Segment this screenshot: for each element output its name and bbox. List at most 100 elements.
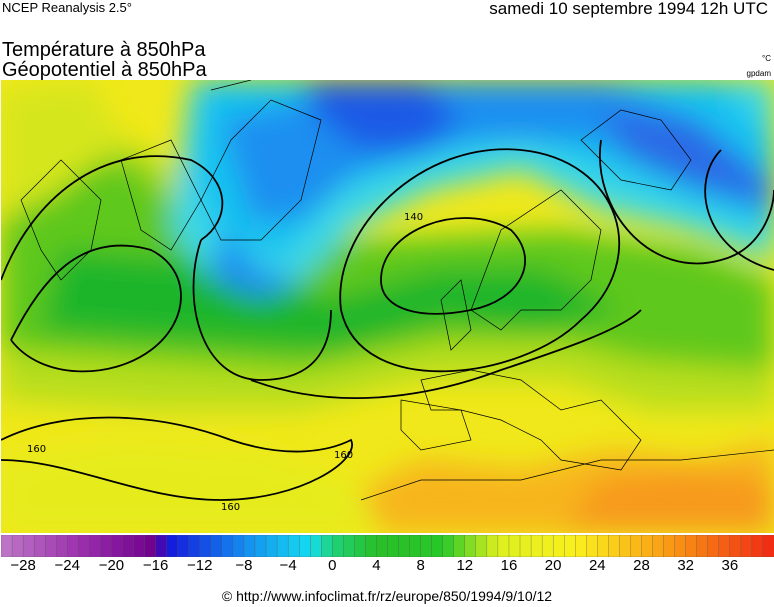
color-scale-tick-label: 12 <box>456 557 474 574</box>
color-scale-cell <box>663 535 676 557</box>
color-scale-cell <box>398 535 411 557</box>
color-scale-cell <box>199 535 212 557</box>
color-scale-cell <box>310 535 322 557</box>
color-scale-cell <box>67 535 79 557</box>
color-scale-cell <box>343 535 355 557</box>
color-scale-ticks: −28 −24 −20 −16 −12 −8 −4 0 4 8 12 16 20 24 28 32 36 <box>0 557 774 577</box>
color-scale-cell <box>431 535 444 557</box>
color-scale-cell <box>508 535 521 557</box>
color-scale-cell <box>56 535 68 557</box>
color-scale-cell <box>177 535 190 557</box>
color-scale-cell <box>33 535 46 557</box>
color-scale-tick-label: 24 <box>588 557 606 574</box>
color-scale-bar <box>1 535 774 557</box>
color-scale-cell <box>22 535 35 557</box>
color-scale-cell <box>586 535 598 557</box>
color-scale-cell <box>409 535 422 557</box>
color-scale-cell <box>597 535 609 557</box>
color-scale-cell <box>265 535 278 557</box>
color-scale-cell <box>321 535 333 557</box>
color-scale-cell <box>486 535 499 557</box>
color-scale-cell <box>608 535 620 557</box>
color-scale-cell <box>243 535 256 557</box>
color-scale-cell <box>232 535 245 557</box>
color-scale-cell <box>762 535 774 557</box>
color-scale-cell <box>729 535 742 557</box>
color-scale-cell <box>740 535 753 557</box>
color-scale-cell <box>541 535 554 557</box>
color-scale-cell <box>674 535 687 557</box>
color-scale-cell <box>332 535 344 557</box>
color-scale-cell <box>287 535 300 557</box>
color-scale-tick-label: −24 <box>54 557 80 574</box>
color-scale-cell <box>387 535 399 557</box>
contour-label: 140 <box>404 212 423 223</box>
color-scale-tick-label: 36 <box>721 557 739 574</box>
color-scale-cell <box>552 535 565 557</box>
color-scale-tick-label: −8 <box>235 557 253 574</box>
color-scale-cell <box>420 535 433 557</box>
color-scale-cell <box>100 535 112 557</box>
color-scale-cell <box>685 535 698 557</box>
color-scale-cell <box>641 535 653 557</box>
color-scale-tick-label: 16 <box>500 557 518 574</box>
color-scale-tick-label: −16 <box>142 557 169 574</box>
color-scale-cell <box>276 535 289 557</box>
color-scale-tick-label: −28 <box>10 557 36 574</box>
color-scale-cell <box>210 535 223 557</box>
color-scale-tick-label: 0 <box>328 557 337 574</box>
color-scale-cell <box>299 535 311 557</box>
contour-label: 160 <box>27 444 46 455</box>
color-scale-cell <box>619 535 631 557</box>
coastlines <box>20 80 774 501</box>
color-scale-cell <box>751 535 764 557</box>
color-scale-cell <box>354 535 366 557</box>
color-scale-cell <box>144 535 157 557</box>
color-scale-cell <box>652 535 665 557</box>
temperature-field: 140 160 160 160 <box>1 80 774 533</box>
color-scale-cell <box>453 535 466 557</box>
source-label: NCEP Reanalysis 2.5° <box>2 0 132 15</box>
color-scale-cell <box>133 535 146 557</box>
color-scale-cell <box>696 535 709 557</box>
color-scale-cell <box>111 535 123 557</box>
color-scale-cell <box>155 535 168 557</box>
color-scale-cell <box>575 535 587 557</box>
color-scale-tick-label: 20 <box>544 557 562 574</box>
color-scale-tick-label: −20 <box>98 557 125 574</box>
color-scale-cell <box>221 535 234 557</box>
color-scale-tick-label: 4 <box>372 557 381 574</box>
color-scale-tick-label: 32 <box>677 557 694 574</box>
color-scale-cell <box>464 535 477 557</box>
color-scale-tick-label: 8 <box>416 557 425 574</box>
color-scale-cell <box>254 535 267 557</box>
color-scale-cell <box>166 535 179 557</box>
title-temperature: Température à 850hPa <box>2 39 206 61</box>
title-geopotential: Géopotentiel à 850hPa <box>2 59 207 81</box>
date-label: samedi 10 septembre 1994 12h UTC <box>489 0 768 18</box>
color-scale-cell <box>78 535 90 557</box>
color-scale-cell <box>519 535 532 557</box>
color-scale-cell <box>630 535 642 557</box>
color-scale-tick-label: −12 <box>187 557 213 574</box>
contour-label: 160 <box>334 450 353 461</box>
weather-map: 140 160 160 160 <box>1 80 774 533</box>
color-scale-cell <box>530 535 543 557</box>
color-scale-cell <box>365 535 377 557</box>
color-scale-cell <box>442 535 455 557</box>
color-scale-tick-label: −4 <box>279 557 297 574</box>
color-scale-cell <box>497 535 510 557</box>
color-scale-tick-label: 28 <box>633 557 650 574</box>
unit-geopotential: gpdam <box>746 69 771 78</box>
color-scale-cell <box>376 535 388 557</box>
color-scale-cell <box>11 535 24 557</box>
color-scale-cell <box>475 535 488 557</box>
color-scale-cell <box>122 535 134 557</box>
contour-label: 160 <box>221 502 240 513</box>
color-scale-cell <box>707 535 720 557</box>
color-scale-cell <box>1 535 13 557</box>
unit-temperature: °C <box>762 54 771 63</box>
color-scale-cell <box>45 535 57 557</box>
color-scale-cell <box>188 535 201 557</box>
color-scale-cell <box>89 535 101 557</box>
